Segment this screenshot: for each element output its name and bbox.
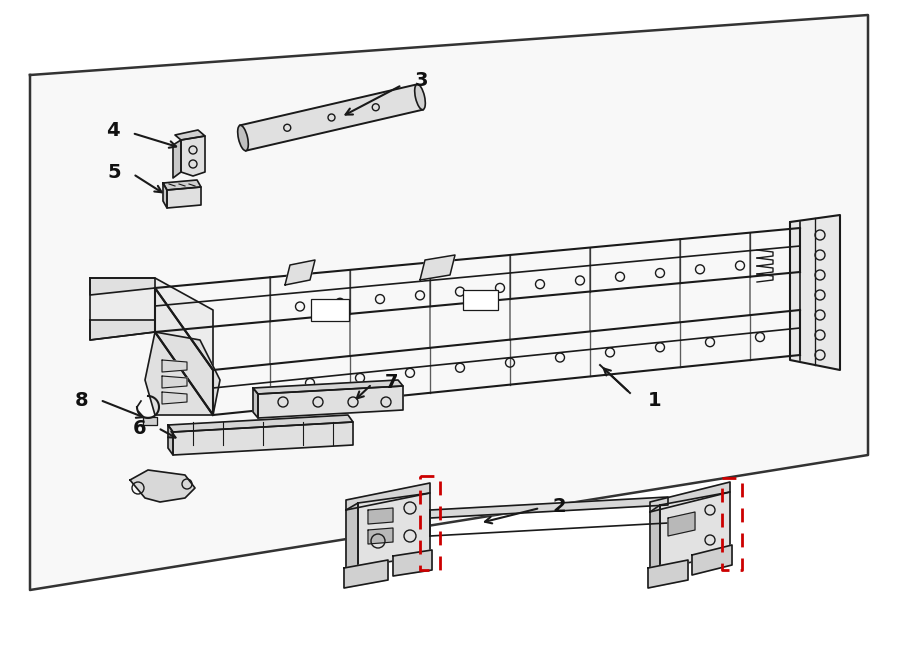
Polygon shape [668,512,695,536]
Text: 1: 1 [648,391,662,410]
Bar [311,299,349,321]
Polygon shape [162,360,187,372]
Polygon shape [163,183,167,208]
Polygon shape [253,380,403,394]
Polygon shape [173,422,353,455]
Polygon shape [163,180,201,190]
Polygon shape [420,255,455,280]
Polygon shape [168,425,173,455]
Polygon shape [130,470,195,502]
Polygon shape [90,278,213,370]
Text: 3: 3 [415,71,428,89]
Text: 4: 4 [106,122,120,141]
Polygon shape [285,260,315,285]
Polygon shape [167,187,201,208]
Polygon shape [173,140,181,178]
Polygon shape [175,130,205,140]
Bar [463,290,498,310]
Polygon shape [30,15,868,590]
Polygon shape [650,505,660,575]
Text: 6: 6 [132,418,146,438]
Polygon shape [162,376,187,388]
Text: 7: 7 [385,373,399,391]
Polygon shape [90,278,155,295]
Polygon shape [650,482,730,512]
Polygon shape [368,528,393,544]
Polygon shape [430,497,668,518]
Polygon shape [258,386,403,418]
Polygon shape [143,417,157,425]
Polygon shape [162,392,187,404]
Text: 8: 8 [75,391,88,410]
Text: 2: 2 [553,496,567,516]
Polygon shape [368,508,393,524]
Polygon shape [145,332,220,415]
Polygon shape [346,503,358,573]
Polygon shape [155,288,213,415]
Ellipse shape [238,126,248,151]
Polygon shape [90,320,155,340]
Polygon shape [253,388,258,418]
Polygon shape [393,550,432,576]
Polygon shape [692,545,732,575]
Polygon shape [181,136,205,176]
Polygon shape [660,492,730,568]
Polygon shape [168,415,353,432]
Polygon shape [790,215,840,370]
Ellipse shape [415,85,426,110]
Polygon shape [648,560,688,588]
Polygon shape [240,85,423,151]
Polygon shape [344,560,388,588]
Polygon shape [346,483,430,510]
Text: 5: 5 [107,163,121,182]
Polygon shape [358,493,430,566]
